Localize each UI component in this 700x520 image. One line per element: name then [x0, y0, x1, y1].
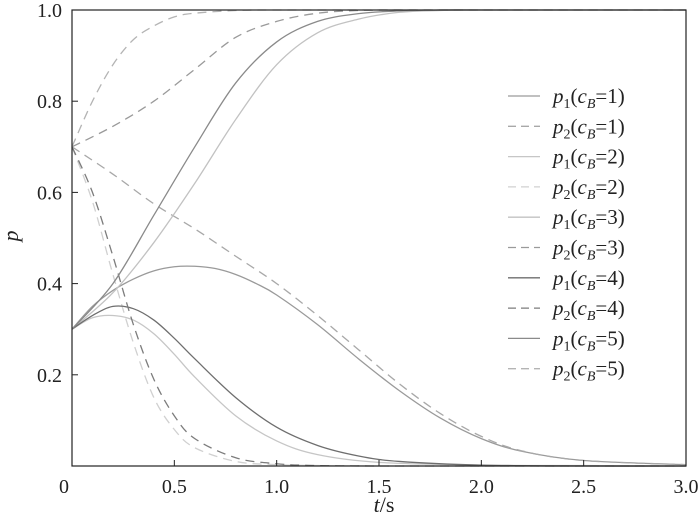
legend: p1(cB=1)p2(cB=1) p1(cB=2)p2(cB=2)p1(cB=3)…: [508, 84, 625, 385]
x-axis-label: t/s: [374, 492, 395, 517]
y-tick-label: 0.4: [37, 274, 62, 296]
legend-entry: p1(cB=1): [551, 84, 625, 112]
series-line-8: [71, 146, 686, 467]
legend-entry: p1(cB=2): [551, 145, 625, 173]
y-tick-label: 0.2: [37, 365, 62, 387]
series-line-10: [71, 9, 686, 148]
legend-entry: p2(cB=2): [551, 175, 625, 203]
series-line-6: [71, 9, 686, 148]
plot-frame: [71, 9, 687, 467]
plot-lines: [71, 9, 687, 467]
series-line-3: [71, 314, 687, 467]
legend-entry: p1(cB=5): [551, 326, 625, 354]
y-tick-label: 0.6: [37, 182, 62, 204]
series-line-2: [71, 146, 687, 466]
y-tick-label: 1.0: [37, 0, 62, 22]
legend-entry: p1(cB=4): [551, 266, 625, 294]
x-tick-label: 3.0: [674, 476, 699, 498]
legend-entry: p2(cB=3): [551, 236, 625, 264]
legend-entry: p2(cB=4): [551, 296, 625, 324]
x-tick-label: 1.0: [264, 476, 289, 498]
legend-entry: p2(cB=1): [551, 114, 625, 142]
series-line-1: [71, 265, 687, 466]
legend-entry: p2(cB=5): [551, 357, 625, 385]
series-line-7: [71, 305, 687, 467]
x-tick-label: 1.5: [367, 476, 392, 498]
x-tick-label: 2.0: [469, 476, 494, 498]
x-tick-label: 2.5: [571, 476, 596, 498]
x-tick-label: 0: [59, 476, 69, 498]
y-axis-label: p: [0, 231, 23, 244]
axis-ticks: 0 0.5 1.0 1.5 2.0 2.5 3.0 0.2 0.4 0.6 0.8 1.0: [37, 0, 699, 498]
y-tick-label: 0.8: [37, 91, 62, 113]
legend-entry: p1(cB=3): [551, 205, 625, 233]
x-tick-label: 0.5: [162, 476, 187, 498]
